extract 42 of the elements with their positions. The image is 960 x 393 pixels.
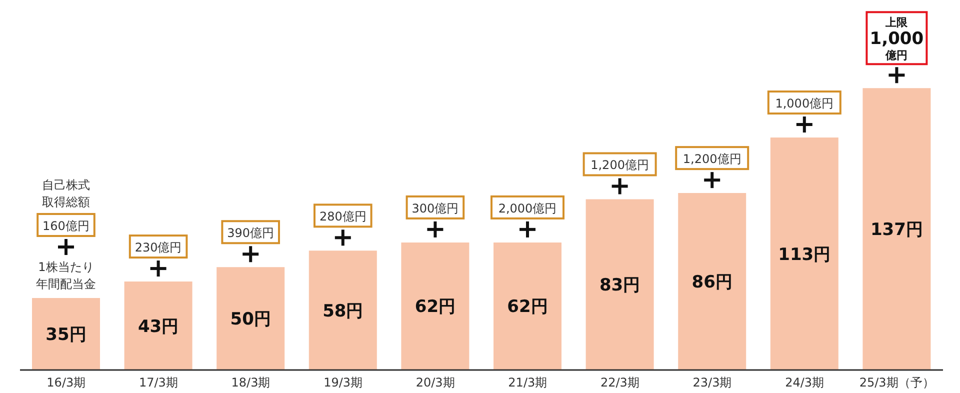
text: 上限1,000億円 xyxy=(870,16,924,62)
bar xyxy=(401,242,470,370)
x-tick-label: 24/3期 xyxy=(785,376,824,390)
annotation: 280億円 xyxy=(319,210,366,224)
data-label: 62円 xyxy=(414,297,456,318)
data-label: 113円 xyxy=(778,244,831,265)
data-label: 62円 xyxy=(507,297,548,318)
bar xyxy=(586,199,654,370)
x-tick-label: 25/3期（予） xyxy=(859,376,934,390)
data-label: 50円 xyxy=(230,310,271,330)
x-tick-label: 17/3期 xyxy=(138,376,178,390)
bar xyxy=(32,298,100,370)
annotation: 300億円 xyxy=(412,201,459,216)
data-label: 137円 xyxy=(870,220,923,240)
bar xyxy=(308,250,377,370)
x-tick-label: 22/3期 xyxy=(600,376,640,390)
annotation: 1株当たり年間配当金 xyxy=(36,260,96,291)
bar xyxy=(216,267,285,370)
x-tick-label: 18/3期 xyxy=(231,376,270,390)
annotation: 1,200億円 xyxy=(682,152,742,166)
annotation: 2,000億円 xyxy=(498,201,557,216)
data-label: 86円 xyxy=(692,272,732,293)
data-label: 83円 xyxy=(599,276,640,296)
bar xyxy=(770,138,838,370)
annotation: 390億円 xyxy=(227,226,274,240)
bar xyxy=(124,282,192,370)
data-label: 58円 xyxy=(322,301,364,322)
x-tick-label: 19/3期 xyxy=(324,376,363,390)
data-label: 43円 xyxy=(138,316,179,337)
annotation: 自己株式取得総額 xyxy=(42,178,90,209)
data-label: 35円 xyxy=(46,324,86,345)
bar xyxy=(862,88,931,370)
bar xyxy=(678,193,746,370)
x-tick-label: 21/3期 xyxy=(508,376,548,390)
x-tick-label: 23/3期 xyxy=(692,376,732,390)
annotation: 1,200億円 xyxy=(590,158,649,172)
x-tick-label: 20/3期 xyxy=(416,376,455,390)
annotation: 230億円 xyxy=(134,240,182,255)
annotation: 1,000億円 xyxy=(775,96,834,111)
bar xyxy=(494,242,562,370)
x-tick-label: 16/3期 xyxy=(46,376,86,390)
annotation: 160億円 xyxy=(42,218,90,233)
